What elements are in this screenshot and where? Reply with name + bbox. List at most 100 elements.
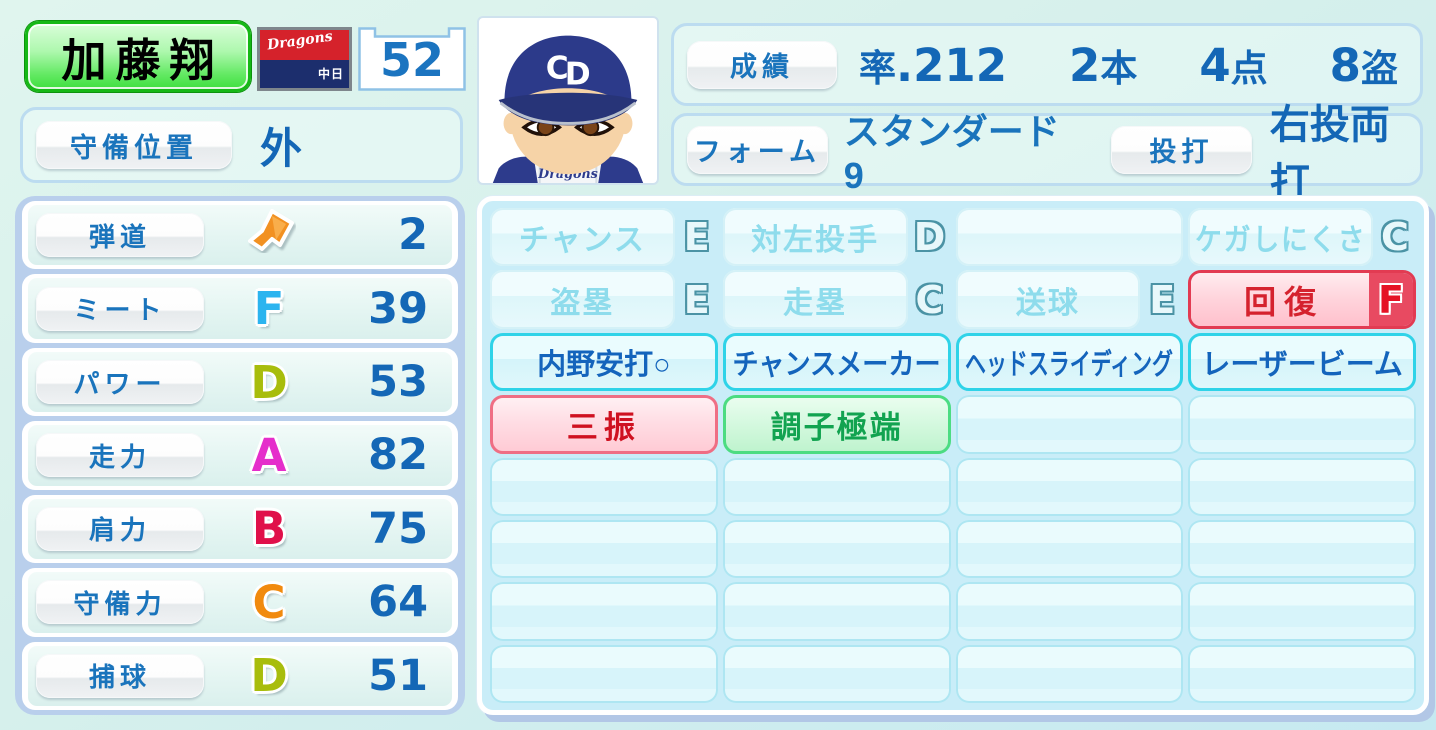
avg-value: .212 xyxy=(896,38,1008,92)
ability-label-box xyxy=(955,208,1184,267)
ability-slot-empty xyxy=(955,519,1184,579)
ability-grade-letter: F xyxy=(1369,273,1413,326)
batting-average: 率 .212 xyxy=(859,38,1007,92)
stat-value: 39 xyxy=(368,283,428,334)
ability-cell-blue: レーザービーム xyxy=(1188,332,1416,392)
rbi-value: 4 xyxy=(1199,38,1231,92)
ability-slot-empty xyxy=(1188,395,1416,454)
ability-label: 盗塁 xyxy=(550,286,615,320)
hr-suffix: 本 xyxy=(1100,47,1138,89)
throwbat-value: 右投両打 xyxy=(1269,102,1390,205)
stat-row-inner: ミート F 39 xyxy=(28,278,452,339)
stat-row-inner: 走力 A 82 xyxy=(28,425,452,486)
ability-slot-empty xyxy=(955,395,1184,454)
sb-value: 8 xyxy=(1329,38,1361,92)
ability-slot-empty xyxy=(1188,457,1416,516)
team-flag-navy-half: 中日 xyxy=(260,59,349,88)
team-flag-red-half: Dragons xyxy=(260,28,349,60)
stat-grade-letter: D xyxy=(250,649,288,703)
ability-label: 送球 xyxy=(1015,286,1080,320)
trajectory-arrow-icon xyxy=(248,208,294,251)
ability-grade-letter: E xyxy=(1149,277,1176,322)
jersey-number-plate: 52 xyxy=(358,27,466,91)
cap-brim xyxy=(498,92,638,126)
trajectory-arrow-icon xyxy=(232,207,306,264)
ability-label: チャンスメーカー xyxy=(732,348,941,381)
stat-value: 2 xyxy=(398,210,428,261)
ability-grade-letter: C xyxy=(915,277,944,322)
player-name-plate: 加藤翔 xyxy=(25,21,251,92)
position-box: 守備位置 外 xyxy=(20,107,463,183)
stat-value: 51 xyxy=(368,650,428,701)
ability-label-box: 盗塁 xyxy=(490,270,675,329)
ability-label: 対左投手 xyxy=(751,224,880,258)
jersey-right-sleeve xyxy=(598,156,644,183)
ability-slot-empty xyxy=(955,457,1184,516)
rbi: 4 点 xyxy=(1199,38,1267,92)
player-portrait: Dragons C D xyxy=(477,16,659,185)
ability-cell-muted xyxy=(955,208,1184,267)
stat-row-inner: パワー D 53 xyxy=(28,351,452,413)
position-value: 外 xyxy=(260,124,303,172)
stat-row: パワー D 53 xyxy=(22,347,458,417)
stat-row: ミート F 39 xyxy=(22,274,458,343)
ability-label-box: 走塁 xyxy=(722,270,908,329)
cap-brim-edge xyxy=(499,101,637,125)
rbi-suffix: 点 xyxy=(1230,47,1268,89)
team-flag: Dragons 中日 xyxy=(257,27,352,91)
stat-row-inner: 捕球 D 51 xyxy=(28,645,452,706)
ability-cell-green: 調子極端 xyxy=(722,395,951,454)
avg-kanji: 率 xyxy=(859,47,896,89)
stat-row-inner: 守備力 C 64 xyxy=(28,572,452,633)
ability-cell-red: 三振 xyxy=(490,395,718,454)
stat-grade-letter: A xyxy=(251,428,287,482)
ability-label-box: 対左投手 xyxy=(722,208,908,267)
ability-label-box: ケガしにくさ xyxy=(1188,208,1373,267)
ability-label: 内野安打○ xyxy=(537,348,671,381)
stolen-bases: 8 盗 xyxy=(1330,38,1398,92)
stats-panel: 弾道 2 ミート F 39 パワー D 53 走力 A 82 肩力 B 75 守備力 C 64 捕球 D 51 xyxy=(15,196,465,715)
jersey-number-value: 52 xyxy=(380,33,444,87)
stat-label-pill: パワー xyxy=(36,360,204,405)
ability-label: ケガしにくさ xyxy=(1194,224,1367,258)
stat-grade-letter: C xyxy=(252,575,286,629)
record-box: 成績 率 .212 2 本 4 点 8 盗 xyxy=(671,23,1423,106)
ability-slot-empty xyxy=(1188,519,1416,579)
ability-cell-muted: 盗塁 E xyxy=(490,270,718,329)
ability-cell-blue: チャンスメーカー xyxy=(722,332,951,392)
abilities-panel: チャンス E 対左投手 D ケガしにくさ C 盗塁 E 走塁 C 送球 E 回復 F 内野安打○ チャンスメー… xyxy=(477,196,1429,715)
home-runs: 2 本 xyxy=(1069,38,1137,92)
team-kanji-label: 中日 xyxy=(317,67,344,82)
ability-label: 三振 xyxy=(566,409,641,445)
stat-label-pill: 走力 xyxy=(36,433,204,478)
ability-slot-empty xyxy=(1188,644,1416,703)
ability-slot-empty xyxy=(490,644,718,703)
player-name: 加藤翔 xyxy=(61,35,224,86)
ability-grade-letter: E xyxy=(683,277,710,322)
ability-slot-empty xyxy=(722,644,951,703)
ability-label-box: 回復 xyxy=(1191,273,1369,326)
stat-value: 75 xyxy=(368,503,428,554)
ability-slot-empty xyxy=(490,582,718,641)
cap-logo-d: D xyxy=(565,56,591,92)
ability-label: ヘッドスライディング xyxy=(965,348,1174,381)
player-portrait-image: Dragons C D xyxy=(492,35,644,183)
team-script-logo: Dragons xyxy=(266,28,334,54)
sb-suffix: 盗 xyxy=(1360,47,1398,89)
position-label-pill: 守備位置 xyxy=(36,121,232,169)
stat-row: 走力 A 82 xyxy=(22,421,458,490)
ability-slot-empty xyxy=(722,457,951,516)
throwbat-label-pill: 投打 xyxy=(1111,125,1252,174)
ability-slot-empty xyxy=(1188,582,1416,641)
ability-label-box: 送球 xyxy=(955,270,1141,329)
jersey-number-shape xyxy=(358,27,466,91)
ability-label: 回復 xyxy=(1244,283,1325,320)
ability-label-box: チャンス xyxy=(490,208,675,267)
stat-row: 肩力 B 75 xyxy=(22,494,458,564)
cap-logo-c: C xyxy=(546,51,569,87)
stat-value: 53 xyxy=(368,357,428,408)
ability-grade-letter: E xyxy=(683,215,710,260)
cap-dome xyxy=(504,35,632,106)
stat-label-pill: 肩力 xyxy=(36,506,204,551)
ability-label: 走塁 xyxy=(783,286,848,320)
